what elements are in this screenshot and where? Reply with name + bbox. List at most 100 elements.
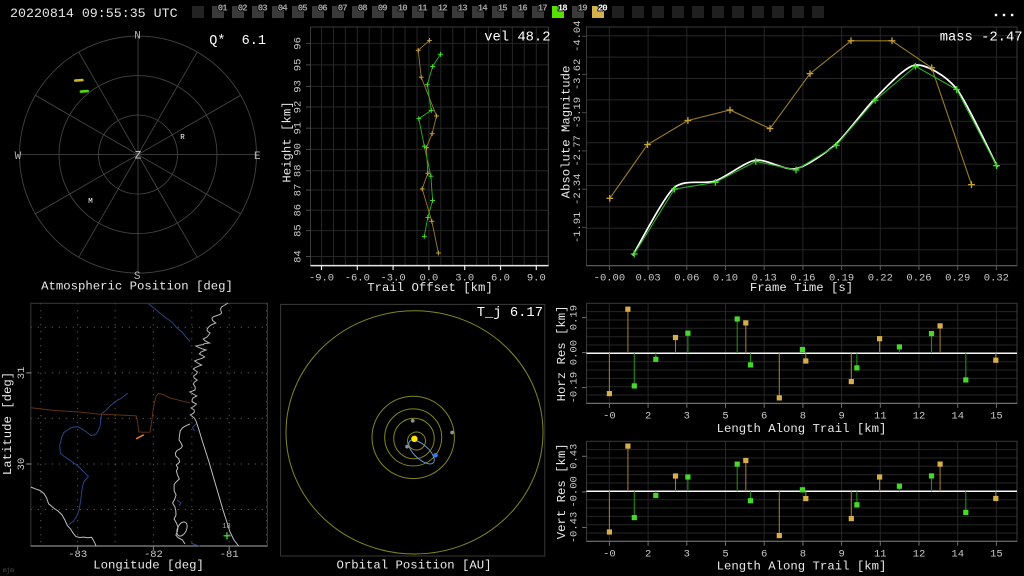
svg-text:11: 11 (874, 548, 887, 560)
svg-text:15: 15 (990, 548, 1003, 560)
svg-text:20220814 09:55:35 UTC: 20220814 09:55:35 UTC (10, 6, 178, 21)
svg-text:04: 04 (278, 3, 289, 13)
svg-text:Vert Res [km]: Vert Res [km] (555, 443, 569, 539)
svg-text:0.19: 0.19 (569, 305, 581, 330)
svg-text:-3.0: -3.0 (380, 272, 405, 284)
svg-text:-0: -0 (603, 548, 616, 560)
svg-text:0.32: 0.32 (984, 272, 1009, 284)
svg-text:16: 16 (518, 3, 528, 13)
svg-text:0.29: 0.29 (945, 272, 970, 284)
svg-text:95: 95 (293, 59, 305, 72)
svg-text:87: 87 (293, 184, 305, 197)
svg-text:E: E (254, 151, 261, 163)
svg-text:Length Along Trail [km]: Length Along Trail [km] (717, 422, 887, 436)
svg-text:S: S (134, 271, 141, 283)
svg-text:W: W (15, 151, 22, 163)
svg-text:8: 8 (800, 548, 806, 560)
svg-text:92: 92 (293, 101, 305, 114)
svg-text:18: 18 (222, 523, 230, 531)
svg-text:85: 85 (293, 224, 305, 237)
svg-text:0.22: 0.22 (868, 272, 893, 284)
svg-text:0.16: 0.16 (790, 272, 815, 284)
svg-text:R: R (180, 134, 185, 142)
svg-text:Absolute Magnitude: Absolute Magnitude (560, 66, 574, 199)
svg-text:6: 6 (761, 410, 767, 422)
svg-text:93: 93 (293, 80, 305, 93)
svg-text:mass -2.47: mass -2.47 (940, 31, 1023, 46)
svg-text:T_j 6.17: T_j 6.17 (477, 305, 543, 321)
svg-text:Frame Time [s]: Frame Time [s] (750, 281, 853, 295)
svg-text:0.00: 0.00 (569, 340, 581, 365)
svg-text:3.0: 3.0 (455, 272, 474, 284)
svg-text:17: 17 (538, 3, 548, 13)
svg-text:-82: -82 (144, 549, 163, 561)
svg-text:11: 11 (874, 410, 887, 422)
svg-text:-2.77: -2.77 (572, 135, 584, 167)
svg-text:-0.00: -0.00 (569, 476, 581, 508)
svg-text:02: 02 (238, 3, 248, 13)
svg-text:9.0: 9.0 (527, 272, 546, 284)
svg-text:Longitude [deg]: Longitude [deg] (93, 559, 204, 573)
svg-text:03: 03 (258, 3, 268, 13)
svg-text:0.06: 0.06 (674, 272, 699, 284)
svg-text:-3.62: -3.62 (572, 59, 584, 91)
svg-text:0.19: 0.19 (829, 272, 854, 284)
svg-text:M: M (88, 198, 93, 206)
svg-text:90: 90 (293, 143, 305, 156)
svg-text:06: 06 (318, 3, 328, 13)
svg-text:Height [km]: Height [km] (281, 101, 295, 182)
svg-text:Horz Res [km]: Horz Res [km] (555, 305, 569, 401)
svg-text:-83: -83 (68, 549, 87, 561)
svg-text:86: 86 (293, 204, 305, 217)
svg-text:10: 10 (398, 3, 408, 13)
svg-text:0.13: 0.13 (752, 272, 777, 284)
svg-text:2: 2 (645, 410, 651, 422)
svg-text:-81: -81 (220, 549, 239, 561)
svg-text:11: 11 (418, 3, 429, 13)
svg-text:19: 19 (578, 3, 588, 13)
svg-text:15: 15 (498, 3, 508, 13)
svg-text:09: 09 (378, 3, 388, 13)
svg-text:Length Along Trail [km]: Length Along Trail [km] (717, 560, 887, 574)
svg-text:9: 9 (838, 548, 844, 560)
svg-text:-1.91: -1.91 (572, 212, 584, 244)
svg-text:9: 9 (838, 410, 844, 422)
svg-text:0.26: 0.26 (906, 272, 931, 284)
svg-text:88: 88 (293, 164, 305, 177)
svg-text:-3.19: -3.19 (572, 97, 584, 129)
svg-text:6: 6 (761, 548, 767, 560)
svg-text:2: 2 (645, 548, 651, 560)
svg-text:12: 12 (438, 3, 448, 13)
svg-text:Orbital Position [AU]: Orbital Position [AU] (337, 559, 492, 573)
svg-text:-0.43: -0.43 (569, 512, 581, 544)
svg-text:0.0: 0.0 (419, 272, 438, 284)
svg-text:vel 48.2: vel 48.2 (484, 30, 550, 46)
svg-text:Q* 6.1: Q* 6.1 (209, 34, 266, 49)
svg-text:14: 14 (951, 548, 964, 560)
svg-text:-9.0: -9.0 (309, 272, 334, 284)
svg-text:14: 14 (478, 3, 489, 13)
svg-text:20: 20 (598, 3, 608, 13)
svg-text:3: 3 (684, 548, 690, 560)
svg-text:-6.0: -6.0 (345, 272, 370, 284)
svg-text:30: 30 (16, 458, 28, 471)
svg-text:-0.19: -0.19 (569, 372, 581, 404)
svg-text:Z: Z (135, 150, 142, 162)
svg-text:N: N (134, 31, 141, 43)
svg-text:01: 01 (218, 3, 229, 13)
svg-text:8: 8 (800, 410, 806, 422)
svg-text:07: 07 (338, 3, 348, 13)
svg-text:84: 84 (293, 250, 305, 263)
svg-text:0.43: 0.43 (569, 444, 581, 469)
svg-text:12: 12 (913, 410, 926, 422)
svg-text:15: 15 (990, 410, 1003, 422)
svg-text:-0.00: -0.00 (594, 272, 626, 284)
svg-text:-0: -0 (603, 410, 616, 422)
svg-text:mjm: mjm (3, 567, 14, 574)
svg-text:Latitude [deg]: Latitude [deg] (1, 372, 15, 475)
svg-text:-2.34: -2.34 (572, 173, 584, 205)
svg-text:12: 12 (913, 548, 926, 560)
svg-text:5: 5 (722, 410, 728, 422)
svg-text:96: 96 (293, 37, 305, 50)
svg-text:08: 08 (358, 3, 368, 13)
